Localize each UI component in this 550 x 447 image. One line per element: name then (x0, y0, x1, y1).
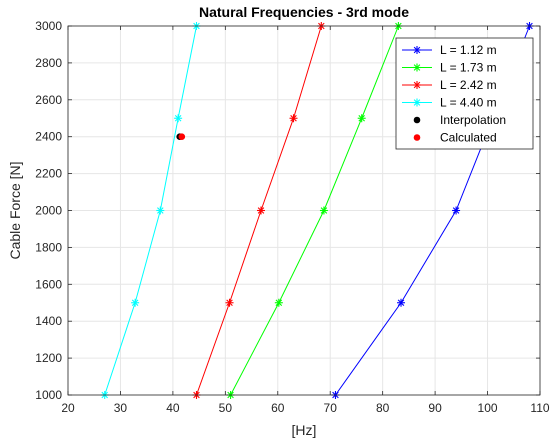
y-tick-label: 2800 (35, 56, 62, 70)
data-point-marker-stroke (358, 114, 365, 122)
data-point-marker (289, 114, 298, 123)
x-tick-label: 70 (324, 401, 338, 415)
data-point-marker-stroke (275, 299, 283, 307)
data-point-marker (397, 298, 406, 307)
x-tick-label: 100 (478, 401, 498, 415)
data-point-marker-stroke (397, 299, 405, 307)
x-tick-label: 20 (61, 401, 75, 415)
data-point-marker (156, 206, 165, 215)
y-tick-label: 1200 (35, 351, 62, 365)
data-point-marker-stroke (226, 299, 233, 307)
y-tick-label: 2000 (35, 204, 62, 218)
legend-marker-stroke (413, 46, 421, 54)
legend-item: L = 4.40 m (402, 96, 497, 110)
x-tick-label: 30 (114, 401, 128, 415)
y-axis-ticks: 1000 1200 1400 1600 1800 2000 2200 2400 2600 2800… (35, 19, 540, 402)
data-point-marker (274, 298, 283, 307)
legend: L = 1.12 m L = 1.73 m L = 2.42 m L = 4.40 m… (395, 37, 534, 150)
legend-marker-stroke (413, 99, 421, 106)
y-axis-label: Cable Force [N] (7, 161, 23, 259)
legend-marker-stroke (413, 81, 421, 89)
legend-dot (413, 116, 421, 124)
data-point-marker (225, 298, 234, 307)
series-layer (100, 22, 534, 399)
legend-dot (413, 134, 421, 141)
y-tick-label: 1800 (35, 240, 62, 254)
data-point-marker-stroke (452, 207, 460, 214)
legend-label: Interpolation (440, 113, 506, 127)
legend-item: Interpolation (413, 113, 506, 127)
legend-item: Calculated (413, 131, 497, 145)
y-tick-label: 3000 (35, 19, 62, 33)
legend-box (395, 37, 534, 150)
y-tick-label: 1400 (35, 314, 62, 328)
legend-label: L = 2.42 m (440, 78, 497, 92)
legend-item: L = 1.73 m (402, 61, 497, 75)
legend-label: L = 4.40 m (440, 96, 497, 110)
legend-marker (413, 98, 421, 107)
y-tick-label: 2200 (35, 167, 62, 181)
legend-label: L = 1.73 m (440, 61, 497, 75)
legend-label: L = 1.12 m (440, 43, 497, 57)
legend-item: L = 1.12 m (402, 43, 497, 57)
chart-title: Natural Frequencies - 3rd mode (199, 4, 409, 20)
data-point-marker (131, 298, 140, 307)
x-tick-label: 80 (376, 401, 390, 415)
y-tick-label: 2400 (35, 130, 62, 144)
y-tick-label: 2600 (35, 93, 62, 107)
x-tick-label: 50 (219, 401, 233, 415)
data-point-marker (174, 114, 183, 123)
legend-item: L = 2.42 m (402, 78, 497, 92)
legend-label: Calculated (440, 131, 497, 145)
x-tick-label: 90 (428, 401, 442, 415)
data-point-marker (357, 114, 366, 123)
data-point-marker-stroke (174, 114, 182, 122)
x-axis-ticks: 20 30 40 50 60 70 80 90 100 110 (61, 26, 550, 415)
legend-marker (413, 81, 421, 89)
legend-marker (413, 63, 421, 72)
data-point-marker-stroke (290, 114, 297, 122)
series-6 (178, 133, 186, 140)
data-point-marker (452, 206, 461, 215)
y-tick-label: 1600 (35, 277, 62, 291)
data-point-marker-stroke (131, 299, 139, 307)
legend-marker (413, 46, 421, 54)
data-point-marker-stroke (257, 207, 265, 214)
data-point-marker (256, 206, 265, 215)
data-point-marker-stroke (157, 207, 164, 214)
x-tick-label: 110 (530, 401, 549, 415)
x-tick-label: 60 (271, 401, 285, 415)
legend-marker-stroke (413, 64, 421, 71)
data-point-dot (178, 133, 186, 140)
grid-lines (67, 25, 541, 396)
data-point-marker (319, 206, 328, 215)
x-tick-label: 40 (166, 401, 180, 415)
x-axis-label: [Hz] (292, 422, 317, 438)
y-tick-label: 1000 (35, 388, 62, 402)
data-point-marker-stroke (320, 207, 328, 214)
